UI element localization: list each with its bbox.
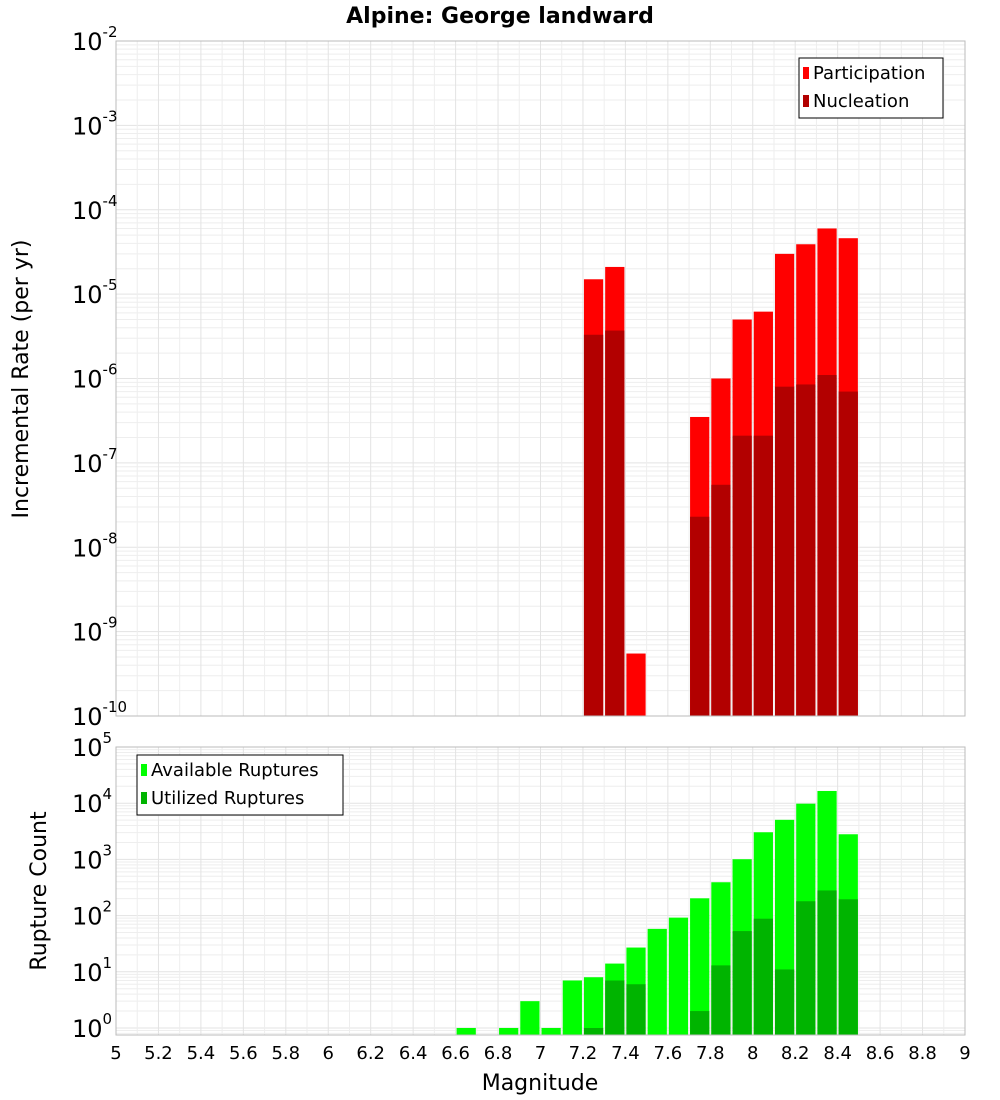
- bottom-y-tick-label: 105: [72, 729, 112, 762]
- x-tick-label: 6.2: [356, 1043, 385, 1064]
- bottom-bar-secondary: [817, 890, 837, 1035]
- x-tick-label: 6.4: [399, 1043, 428, 1064]
- x-axis-label: Magnitude: [482, 1071, 599, 1096]
- bottom-y-tick-label: 102: [72, 898, 112, 931]
- top-bar-secondary: [817, 375, 837, 716]
- top-y-tick-label: 10-9: [72, 614, 118, 647]
- bottom-y-tick-label: 100: [72, 1010, 112, 1043]
- bottom-bar-secondary: [711, 965, 731, 1035]
- bottom-panel: 105 104 103 102 101 100 Available Ruptures Util…: [72, 729, 966, 1043]
- bottom-bar-secondary: [774, 969, 795, 1035]
- top-legend-swatch: [803, 95, 809, 107]
- bottom-bar-primary: [583, 977, 604, 1035]
- bottom-y-tick-label: 104: [72, 785, 112, 818]
- x-tick-label: 5.4: [187, 1043, 216, 1064]
- bottom-bar-secondary: [753, 918, 773, 1035]
- top-legend-label: Participation: [813, 63, 925, 84]
- top-y-tick-label: 10-8: [72, 529, 118, 562]
- x-tick-label: 5.6: [229, 1043, 258, 1064]
- bottom-bar-primary: [647, 928, 667, 1035]
- x-tick-label: 8.6: [866, 1043, 895, 1064]
- bottom-bar-secondary: [583, 1027, 604, 1035]
- x-tick-label: 8.8: [908, 1043, 937, 1064]
- x-tick-label: 5.2: [144, 1043, 173, 1064]
- bottom-plot-frame: [115, 746, 966, 1036]
- x-tick-label: 7.6: [654, 1043, 683, 1064]
- top-y-axis-label: Incremental Rate (per yr): [9, 240, 34, 519]
- x-tick-label: 8.2: [781, 1043, 810, 1064]
- x-tick-label: 7.2: [569, 1043, 598, 1064]
- top-bar-secondary: [774, 386, 795, 716]
- x-tick-label: 5: [110, 1043, 121, 1064]
- bottom-bar-primary: [541, 1027, 561, 1035]
- x-tick-label: 7.8: [696, 1043, 725, 1064]
- top-y-tick-label: 10-4: [72, 192, 118, 225]
- x-tick-label: 8.4: [823, 1043, 852, 1064]
- bottom-legend-swatch: [141, 764, 147, 776]
- top-legend-label: Nucleation: [813, 91, 909, 112]
- chart-title: Alpine: George landward: [346, 4, 654, 29]
- top-legend-box: [798, 57, 944, 119]
- bottom-bar-secondary: [605, 980, 625, 1035]
- bottom-bar-secondary: [626, 984, 646, 1035]
- bottom-legend-label: Utilized Ruptures: [151, 788, 304, 809]
- x-tick-label: 6.6: [441, 1043, 470, 1064]
- bottom-bar-primary: [456, 1027, 476, 1035]
- top-y-tick-label: 10-5: [72, 276, 118, 309]
- top-legend-swatch: [803, 67, 809, 79]
- bottom-bar-secondary: [796, 901, 816, 1035]
- top-bar-secondary: [690, 516, 710, 716]
- bottom-bar-primary: [499, 1027, 519, 1035]
- bottom-bar-secondary: [690, 1011, 710, 1035]
- x-tick-label: 5.8: [271, 1043, 300, 1064]
- bottom-bar-primary: [690, 898, 710, 1035]
- top-bar-primary: [626, 653, 646, 716]
- bottom-y-tick-label: 101: [72, 954, 112, 987]
- top-panel: 10-2 10-3 10-4 10-5 10-6 10-7 10-8 10-9 10-10 Par…: [72, 23, 966, 731]
- top-bar-secondary: [711, 484, 731, 716]
- x-tick-label: 6: [323, 1043, 334, 1064]
- bottom-bar-secondary: [838, 899, 858, 1035]
- bottom-legend: Available Ruptures Utilized Ruptures: [136, 754, 344, 816]
- bottom-bar-primary: [520, 1001, 540, 1035]
- bottom-y-tick-label: 103: [72, 841, 112, 874]
- x-tick-label: 7: [535, 1043, 546, 1064]
- top-y-tick-label: 10-6: [72, 361, 118, 394]
- x-tick-label: 6.8: [484, 1043, 513, 1064]
- top-y-tick-label: 10-2: [72, 23, 118, 56]
- top-bar-secondary: [838, 391, 858, 716]
- top-y-tick-label: 10-7: [72, 445, 118, 478]
- top-bar-secondary: [753, 435, 773, 716]
- bottom-bar-primary: [668, 917, 689, 1035]
- bottom-bar-primary: [562, 980, 582, 1035]
- top-bar-secondary: [732, 435, 752, 716]
- bottom-legend-box: [136, 754, 344, 816]
- bottom-bar-secondary: [732, 931, 752, 1035]
- top-y-tick-label: 10-10: [72, 698, 127, 731]
- top-bar-secondary: [583, 334, 604, 716]
- bottom-legend-label: Available Ruptures: [151, 760, 319, 781]
- bottom-y-axis-label: Rupture Count: [27, 811, 52, 971]
- x-tick-label: 7.4: [611, 1043, 640, 1064]
- x-tick-label: 8: [747, 1043, 758, 1064]
- bottom-legend-swatch: [141, 792, 147, 804]
- x-tick-label: 9: [959, 1043, 970, 1064]
- x-axis-ticks: 5 5.2 5.4 5.6 5.8 6 6.2 6.4 6.6 6.8 7 7.2 7.4 7.6 7.8 8…: [110, 1043, 970, 1064]
- top-y-tick-label: 10-3: [72, 107, 118, 140]
- top-bar-secondary: [605, 330, 625, 716]
- top-bar-secondary: [796, 384, 816, 716]
- top-plot-frame: [115, 40, 966, 717]
- top-legend: Participation Nucleation: [798, 57, 944, 119]
